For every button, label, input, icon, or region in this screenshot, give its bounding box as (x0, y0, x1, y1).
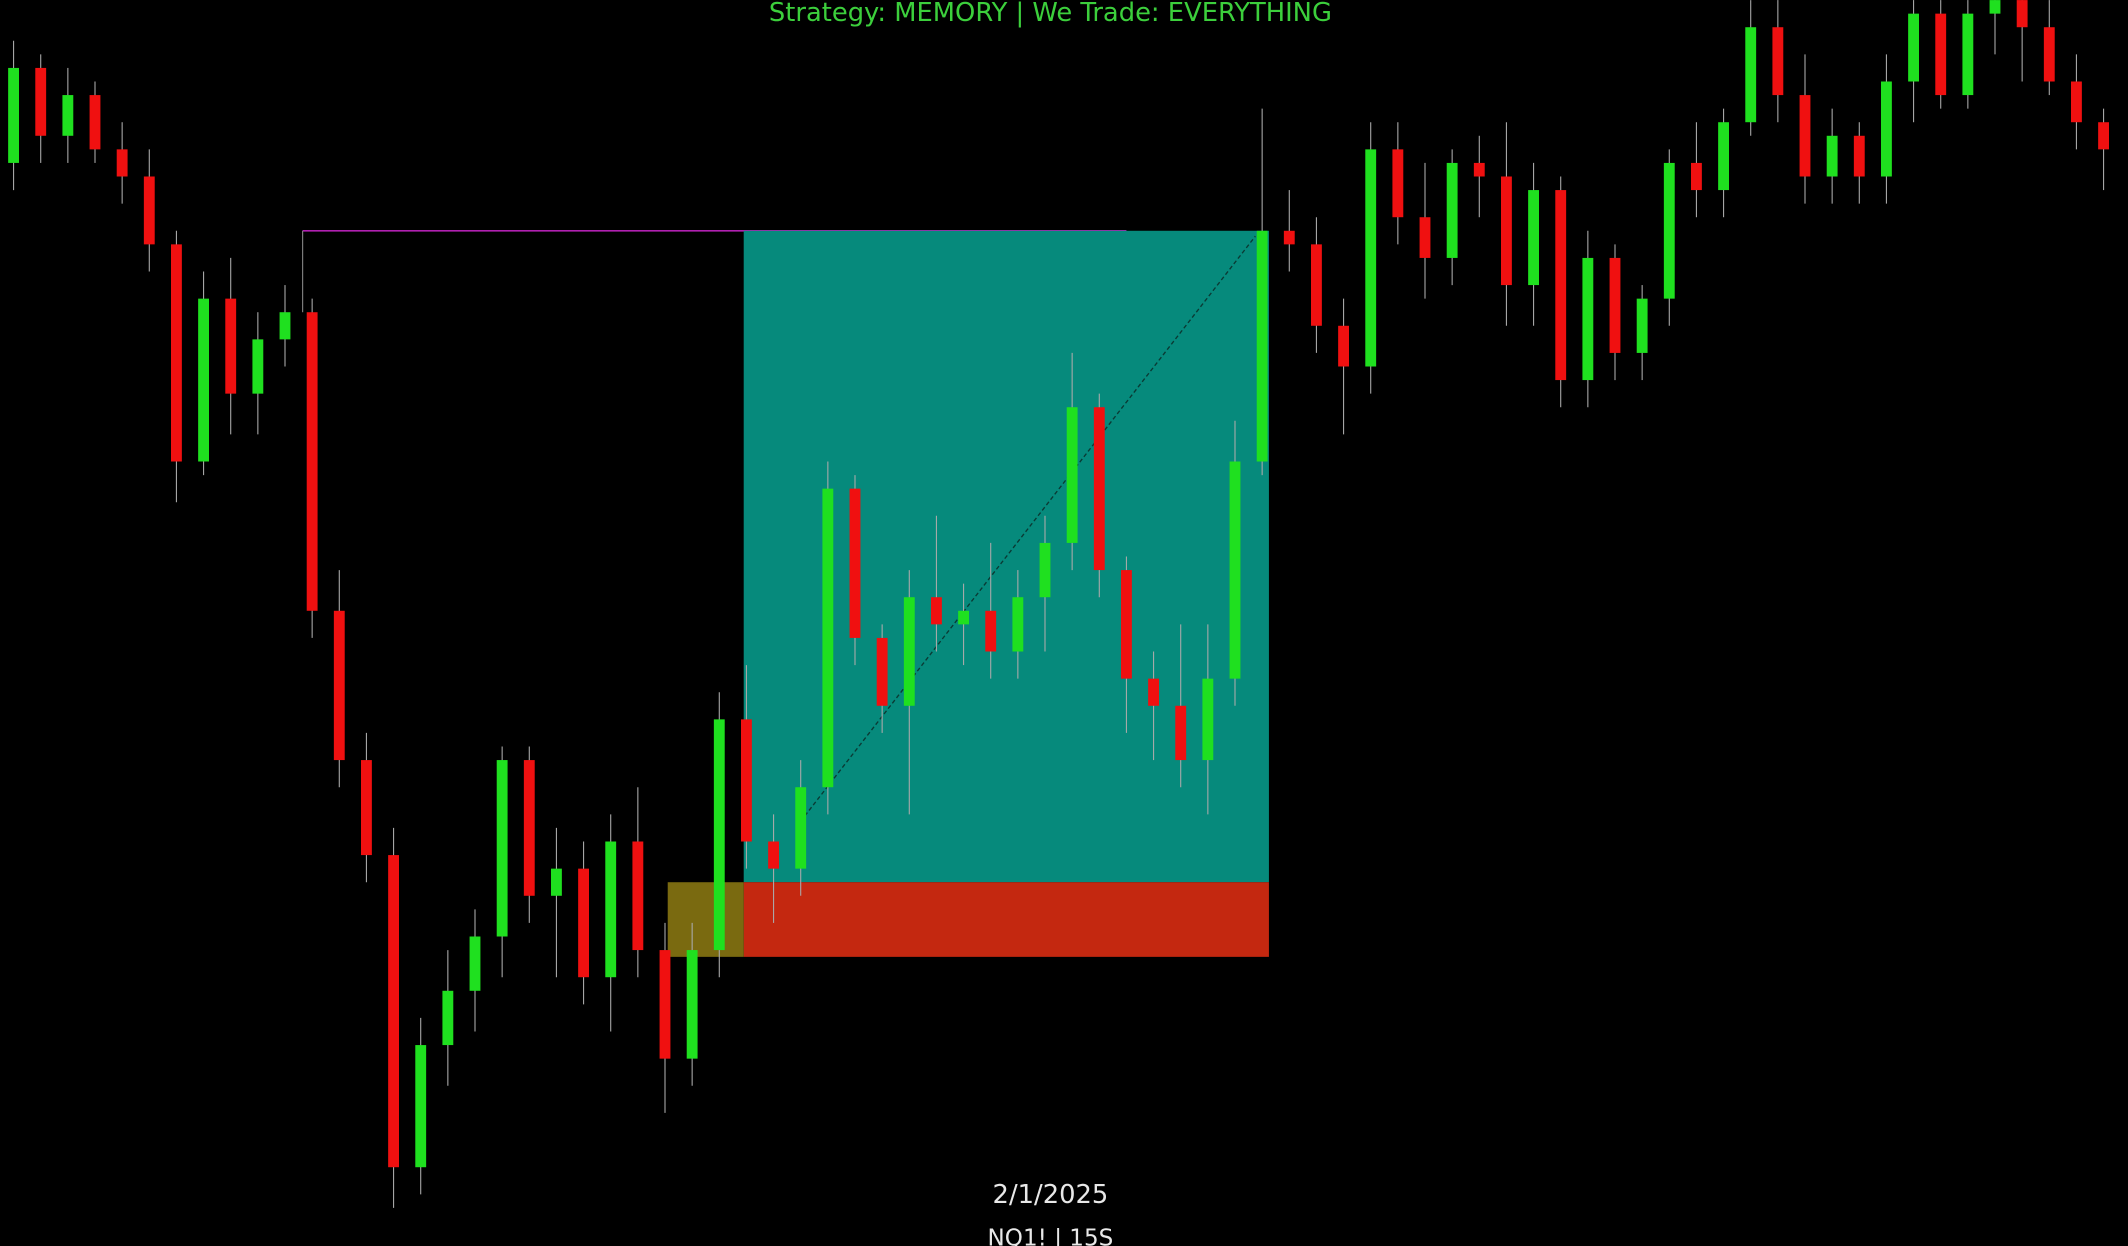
candle-body (415, 1045, 427, 1168)
candle-body (1989, 0, 2001, 14)
candle-body (2098, 122, 2109, 150)
candle-body (361, 760, 372, 856)
candle-body (496, 760, 508, 937)
candle-body (469, 936, 481, 991)
candle-body (1826, 135, 1838, 177)
candle-body (632, 841, 644, 951)
candle-body (1229, 461, 1241, 679)
candle-body (1446, 162, 1458, 258)
candle-body (931, 597, 942, 625)
candle-body (1745, 27, 1757, 123)
candle-body (306, 312, 318, 611)
candle-body (713, 719, 725, 951)
date-label: 2/1/2025 (993, 1180, 1109, 1210)
candle-body (1256, 230, 1268, 462)
candle-body (198, 298, 209, 462)
candle-body (1283, 230, 1295, 245)
candle-body (1691, 162, 1702, 191)
candle-body (388, 855, 399, 1168)
candle-body (1935, 13, 1947, 96)
candle-body (1718, 122, 1729, 191)
candle-body (985, 610, 997, 652)
candle-body (1311, 244, 1322, 326)
candle-body (1609, 257, 1621, 353)
candle-body (523, 760, 535, 896)
candle-body (62, 95, 74, 136)
candle-body (605, 841, 617, 978)
trade-path (800, 235, 1256, 822)
candle-body (1039, 542, 1051, 598)
candle-body (442, 990, 454, 1046)
candle-body (1799, 95, 1811, 177)
candle-body (795, 787, 807, 869)
candle-body (252, 339, 264, 394)
candle-body (768, 841, 779, 869)
entry-zone (667, 882, 744, 957)
candle-body (89, 95, 101, 150)
chart-title: Strategy: MEMORY | We Trade: EVERYTHING (769, 0, 1332, 28)
candle-body (143, 176, 155, 245)
symbol-label: NQ1! | 15S (988, 1226, 1114, 1246)
candle-body (35, 67, 47, 136)
candle-body (578, 868, 589, 978)
candle-body (1881, 81, 1892, 177)
candle-body (1338, 325, 1349, 367)
candle-body (1582, 257, 1594, 381)
candle-body (1012, 597, 1024, 652)
candle-body (1066, 407, 1078, 543)
candle-body (225, 298, 237, 394)
candle-body (903, 597, 915, 706)
candle-body (1528, 190, 1539, 286)
candle-body (2071, 81, 2082, 123)
candle-body (1093, 407, 1105, 571)
candle-body (1962, 13, 1974, 96)
candle-body (1636, 298, 1648, 353)
candle-body (171, 244, 182, 462)
candle-body (1175, 705, 1187, 761)
candle-body (1908, 13, 1919, 82)
candle-body (1365, 149, 1377, 367)
candle-body (1473, 162, 1485, 177)
candle-body (1392, 149, 1404, 218)
candle-body (1663, 162, 1675, 299)
candle-body (333, 610, 345, 761)
candle-body (1202, 678, 1214, 761)
candle-body (1555, 190, 1567, 381)
candle-body (1121, 570, 1132, 679)
candle-body (686, 950, 698, 1059)
candle-body (279, 312, 291, 340)
candle-body (1853, 135, 1865, 177)
candle-body (1501, 176, 1512, 286)
candle-body (8, 67, 19, 163)
candles (8, 0, 2109, 1208)
candle-body (849, 488, 861, 638)
candle-body (741, 719, 752, 842)
candle-body (1419, 217, 1431, 258)
candle-body (822, 488, 834, 788)
candle-body (551, 868, 562, 896)
candle-body (1772, 27, 1784, 96)
candle-body (2016, 0, 2028, 28)
candle-body (958, 610, 969, 625)
candle-body (116, 149, 128, 177)
loss-zone (743, 882, 1269, 957)
candle-body (876, 637, 888, 706)
candle-body (2043, 27, 2055, 82)
candle-body (659, 950, 671, 1059)
candle-body (1148, 678, 1159, 706)
